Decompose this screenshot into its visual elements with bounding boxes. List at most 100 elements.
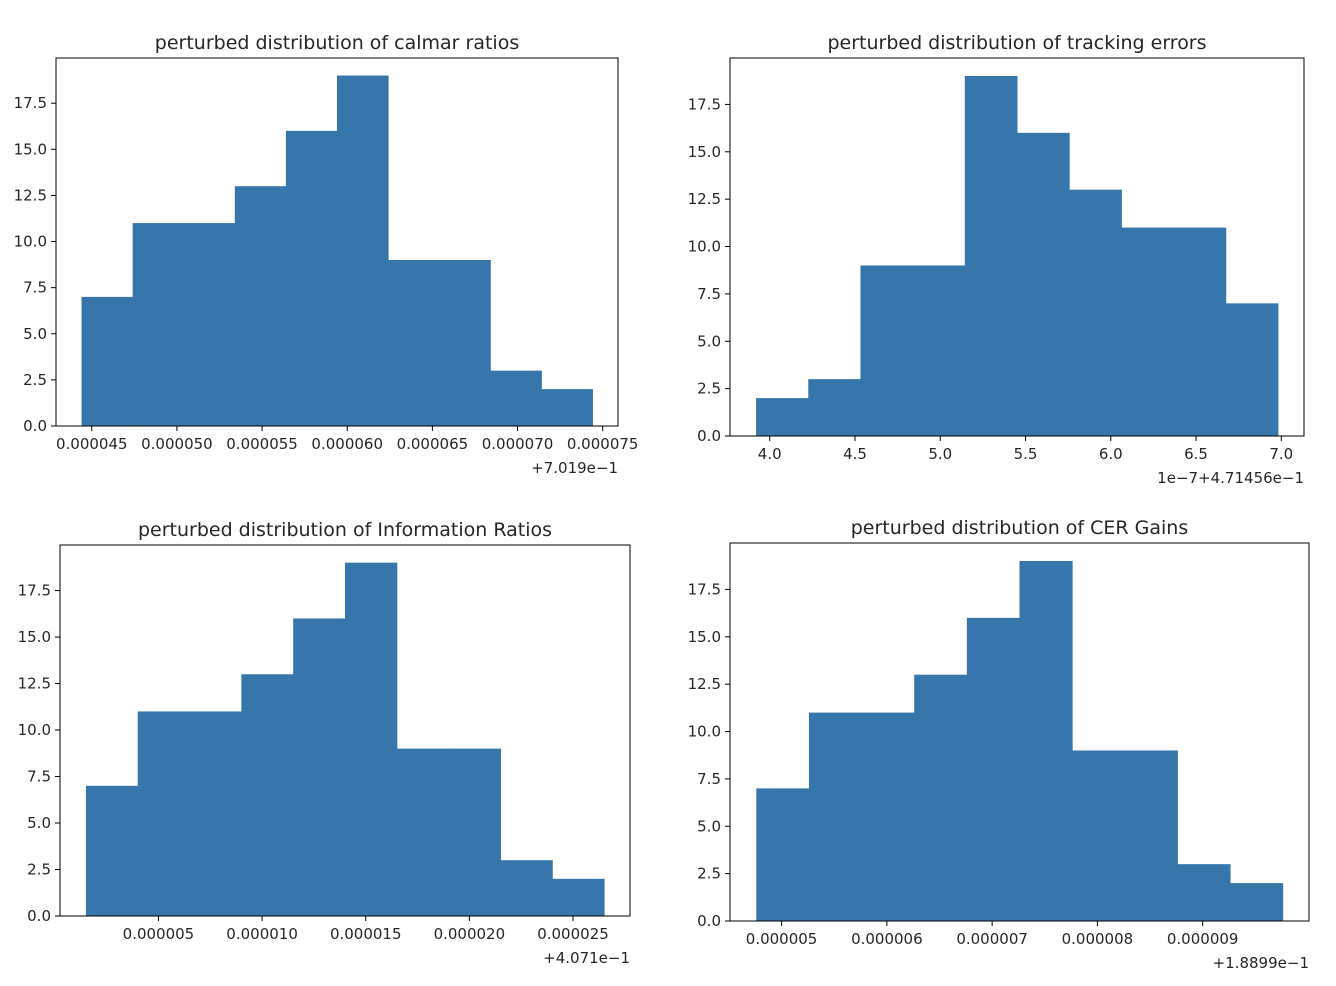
histogram-bar (85, 785, 139, 916)
x-tick-label: 0.000008 (1062, 930, 1134, 948)
y-tick-label: 10.0 (688, 723, 721, 741)
x-tick-label: 0.000020 (434, 925, 506, 943)
histogram-bar (1177, 864, 1231, 921)
histogram-bar (285, 130, 338, 426)
y-tick-label: 0.0 (697, 912, 721, 930)
y-tick-label: 17.5 (18, 582, 51, 600)
y-tick-label: 0.0 (27, 907, 51, 925)
histogram-bar (337, 75, 389, 427)
chart-title: perturbed distribution of calmar ratios (155, 32, 519, 54)
x-tick-label: 0.000070 (482, 435, 554, 453)
y-tick-label: 17.5 (688, 580, 721, 598)
x-tick-label: 4.0 (758, 445, 782, 463)
histogram-bar (183, 223, 236, 426)
y-tick-label: 0.0 (23, 417, 47, 435)
x-axis-offset-label: +1.8899e−1 (1213, 954, 1309, 972)
y-tick-label: 12.5 (18, 675, 51, 693)
chart-title: perturbed distribution of tracking error… (827, 32, 1206, 54)
histogram-bar (808, 712, 863, 921)
histogram-bar (439, 259, 491, 426)
x-tick-label: 0.000060 (311, 435, 383, 453)
y-tick-label: 7.5 (697, 770, 721, 788)
y-tick-label: 15.0 (18, 628, 51, 646)
chart-panel-4: perturbed distribution of CER Gains 0.0 2.… (688, 517, 1310, 972)
x-tick-label: 0.000007 (956, 930, 1028, 948)
y-tick-label: 12.5 (14, 186, 47, 204)
histogram-bar (189, 711, 242, 916)
y-tick-label: 15.0 (14, 140, 47, 158)
x-tick-label: 7.0 (1269, 445, 1293, 463)
histogram-bar (448, 748, 501, 916)
x-tick-label: 0.000075 (567, 435, 639, 453)
chart-title: perturbed distribution of Information Ra… (138, 519, 552, 541)
x-tick-label: 5.0 (928, 445, 952, 463)
y-tick-label: 17.5 (14, 94, 47, 112)
histogram-bar (1121, 227, 1175, 436)
x-tick-label: 0.000055 (226, 435, 298, 453)
x-tick-label: 0.000025 (537, 925, 609, 943)
histogram-bar (1072, 750, 1126, 921)
y-tick-label: 2.5 (697, 865, 721, 883)
histogram-bar (1017, 132, 1070, 436)
x-tick-label: 0.000005 (746, 930, 818, 948)
x-tick-label: 0.000010 (226, 925, 298, 943)
histogram-bar (234, 186, 287, 426)
y-tick-label: 5.0 (23, 325, 47, 343)
y-tick-label: 7.5 (23, 279, 47, 297)
chart-title: perturbed distribution of CER Gains (851, 517, 1188, 539)
y-tick-label: 12.5 (688, 190, 721, 208)
histogram-bar (861, 712, 915, 921)
y-tick-label: 10.0 (14, 233, 47, 251)
y-tick-label: 17.5 (688, 95, 721, 113)
y-tick-label: 15.0 (688, 143, 721, 161)
histogram-bar (808, 379, 861, 436)
x-tick-label: 0.000009 (1167, 930, 1239, 948)
y-tick-label: 10.0 (18, 721, 51, 739)
histogram-bar (914, 674, 968, 921)
histogram-bar (1124, 750, 1178, 921)
x-tick-label: 0.000015 (330, 925, 402, 943)
histogram-bar (500, 860, 553, 916)
histogram-bar (396, 748, 450, 916)
histogram-bar (137, 711, 191, 916)
histogram-bar (241, 674, 294, 916)
histogram-bar (490, 370, 542, 426)
y-tick-label: 0.0 (697, 427, 721, 445)
histogram-bar (132, 223, 185, 426)
chart-panel-3: perturbed distribution of Information Ra… (18, 519, 631, 967)
histogram-bar (756, 788, 810, 921)
histogram-bar (860, 265, 914, 436)
y-tick-label: 2.5 (23, 371, 47, 389)
histogram-bar (966, 617, 1020, 921)
y-tick-label: 5.0 (697, 332, 721, 350)
y-tick-label: 2.5 (697, 380, 721, 398)
histogram-bar (1019, 561, 1073, 921)
histogram-bar (293, 618, 346, 916)
histogram-bar (552, 878, 605, 916)
chart-panel-1: perturbed distribution of calmar ratios 0… (14, 32, 639, 477)
y-tick-label: 5.0 (27, 814, 51, 832)
y-tick-label: 5.0 (697, 817, 721, 835)
x-tick-label: 6.0 (1099, 445, 1123, 463)
x-axis-offset-label: +7.019e−1 (531, 459, 618, 477)
histogram-bar (964, 76, 1018, 436)
x-tick-label: 4.5 (843, 445, 867, 463)
x-tick-label: 6.5 (1184, 445, 1208, 463)
histogram-bar (388, 259, 440, 426)
histogram-bar (1173, 227, 1227, 436)
y-tick-label: 7.5 (697, 285, 721, 303)
histogram-bar (1230, 883, 1284, 921)
histogram-bar (1069, 189, 1122, 436)
histogram-bar (912, 265, 966, 436)
x-tick-label: 0.000065 (397, 435, 469, 453)
y-tick-label: 15.0 (688, 628, 721, 646)
histogram-bar (81, 296, 134, 426)
x-tick-label: 0.000050 (141, 435, 213, 453)
x-tick-label: 0.000006 (851, 930, 923, 948)
histogram-bar (345, 562, 398, 916)
x-tick-label: 0.000045 (56, 435, 128, 453)
histogram-bar (756, 398, 809, 436)
y-tick-label: 10.0 (688, 238, 721, 256)
x-tick-label: 0.000005 (123, 925, 195, 943)
